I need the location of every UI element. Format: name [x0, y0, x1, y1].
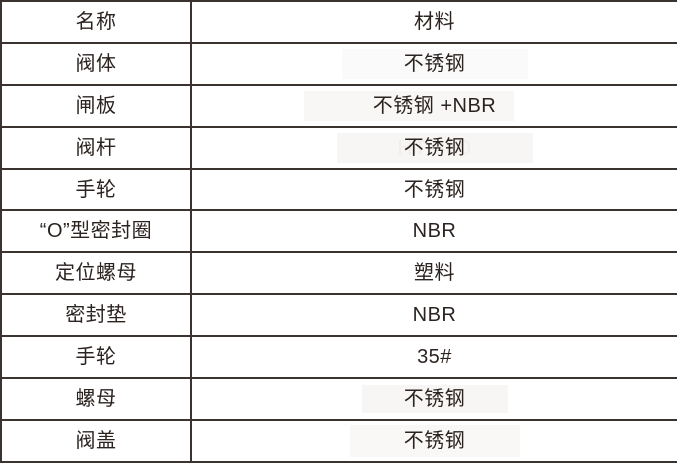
cell-material: 不锈钢 +NBR [190, 83, 677, 128]
cell-name: 阀杆 [0, 125, 192, 170]
table-row: 密封垫 NBR [0, 293, 677, 338]
table-row: 阀盖 不锈钢 [0, 418, 677, 463]
row-label: 阀杆 [75, 136, 117, 159]
row-label: “O”型密封圈 [39, 220, 153, 243]
row-value: 不锈钢 [403, 178, 466, 201]
cell-material: 35# [190, 335, 677, 380]
table-row: 阀杆 HT 450 不锈钢 [0, 125, 677, 170]
row-value: 不锈钢 [403, 52, 466, 75]
cell-material: 不锈钢 [190, 377, 677, 421]
table-header-row: 名称 材料 [0, 0, 677, 44]
table-row: 螺母 不锈钢 [0, 377, 677, 421]
header-label-material: 材料 [414, 10, 455, 33]
table-row: “O”型密封圈 NBR [0, 209, 677, 254]
cell-material: 不锈钢 [190, 41, 677, 86]
cell-name: 闸板 [0, 83, 192, 128]
row-label: 定位螺母 [55, 262, 137, 285]
cell-material: 塑料 [190, 251, 677, 296]
row-value: 不锈钢 [403, 429, 466, 452]
row-value: 塑料 [414, 262, 455, 285]
row-label: 闸板 [75, 94, 117, 117]
cell-material: 不锈钢 [190, 418, 677, 463]
row-value: NBR [412, 220, 457, 243]
row-value: 35# [417, 346, 452, 369]
cell-material: NBR [190, 293, 677, 338]
row-value: NBR [412, 304, 457, 327]
row-label: 阀体 [75, 52, 117, 75]
cell-name: 阀体 [0, 41, 192, 86]
header-cell-material: 材料 [190, 0, 677, 44]
table-row: 闸板 不锈钢 +NBR [0, 83, 677, 128]
cell-name: 手轮 [0, 335, 192, 380]
table-row: 手轮 35# [0, 335, 677, 380]
cell-name: 螺母 [0, 377, 192, 421]
table-row: 阀体 不锈钢 [0, 41, 677, 86]
cell-material: NBR [190, 209, 677, 254]
row-label: 密封垫 [65, 304, 127, 327]
cell-name: 阀盖 [0, 418, 192, 463]
table-row: 手轮 不锈钢 [0, 167, 677, 212]
table-row: 定位螺母 塑料 [0, 251, 677, 296]
header-label-name: 名称 [75, 10, 117, 33]
row-label: 阀盖 [75, 429, 117, 452]
cell-name: 手轮 [0, 167, 192, 212]
cell-material: 不锈钢 [190, 167, 677, 212]
row-value: 不锈钢 [403, 136, 466, 159]
row-value: 不锈钢 [403, 387, 466, 410]
cell-name: 密封垫 [0, 293, 192, 338]
row-label: 手轮 [75, 178, 117, 201]
row-value: 不锈钢 +NBR [372, 94, 497, 117]
row-label: 螺母 [75, 387, 117, 410]
row-label: 手轮 [75, 346, 117, 369]
cell-material: HT 450 不锈钢 [190, 125, 677, 170]
cell-name: “O”型密封圈 [0, 209, 192, 254]
header-cell-name: 名称 [0, 0, 192, 44]
cell-name: 定位螺母 [0, 251, 192, 296]
